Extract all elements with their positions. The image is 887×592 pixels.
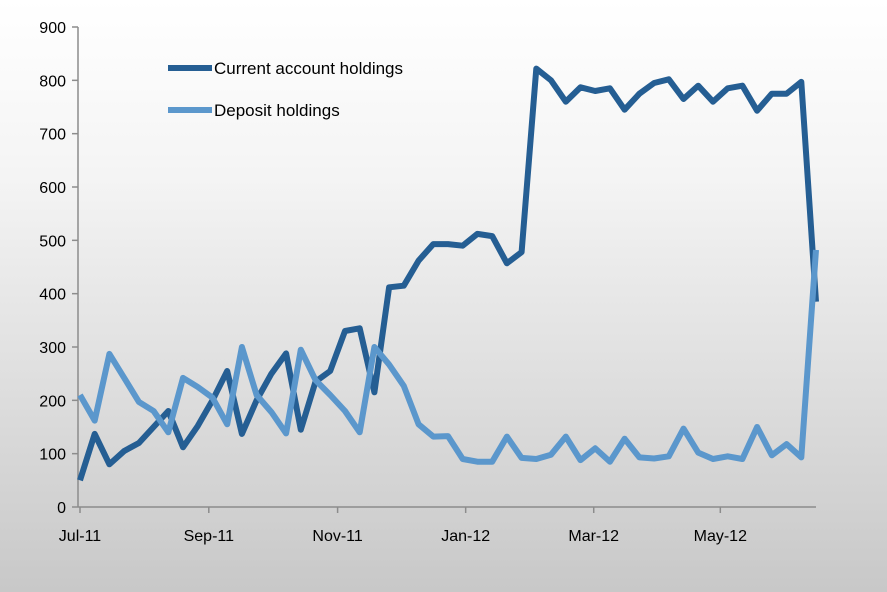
y-tick-label: 900 [39,20,66,37]
y-tick-label: 600 [39,180,66,197]
x-tick-label: Nov-11 [312,528,362,545]
y-tick-label: 100 [39,447,66,464]
y-tick-label: 700 [39,127,66,144]
y-tick-label: 0 [57,500,66,517]
axes: 0 100 200 300 400 500 600 700 800 900 Jul-11 Sep-11… [39,20,816,545]
y-tick-label: 200 [39,393,66,410]
y-tick-label: 500 [39,233,66,250]
series-line-current-account [77,65,819,482]
x-tick-label: Jan-12 [441,528,490,545]
legend: Current account holdings Deposit holding… [168,59,403,120]
y-tick-label: 800 [39,73,66,90]
series-group [77,65,819,482]
y-tick-label: 400 [39,287,66,304]
legend-label-current: Current account holdings [214,59,403,78]
x-tick-label: Jul-11 [59,528,101,545]
series-line-deposit [77,249,819,465]
x-tick-label: May-12 [694,528,747,545]
x-tick-label: Sep-11 [184,528,235,545]
x-tick-label: Mar-12 [568,528,619,545]
y-tick-label: 300 [39,340,66,357]
legend-label-deposit: Deposit holdings [214,101,340,120]
